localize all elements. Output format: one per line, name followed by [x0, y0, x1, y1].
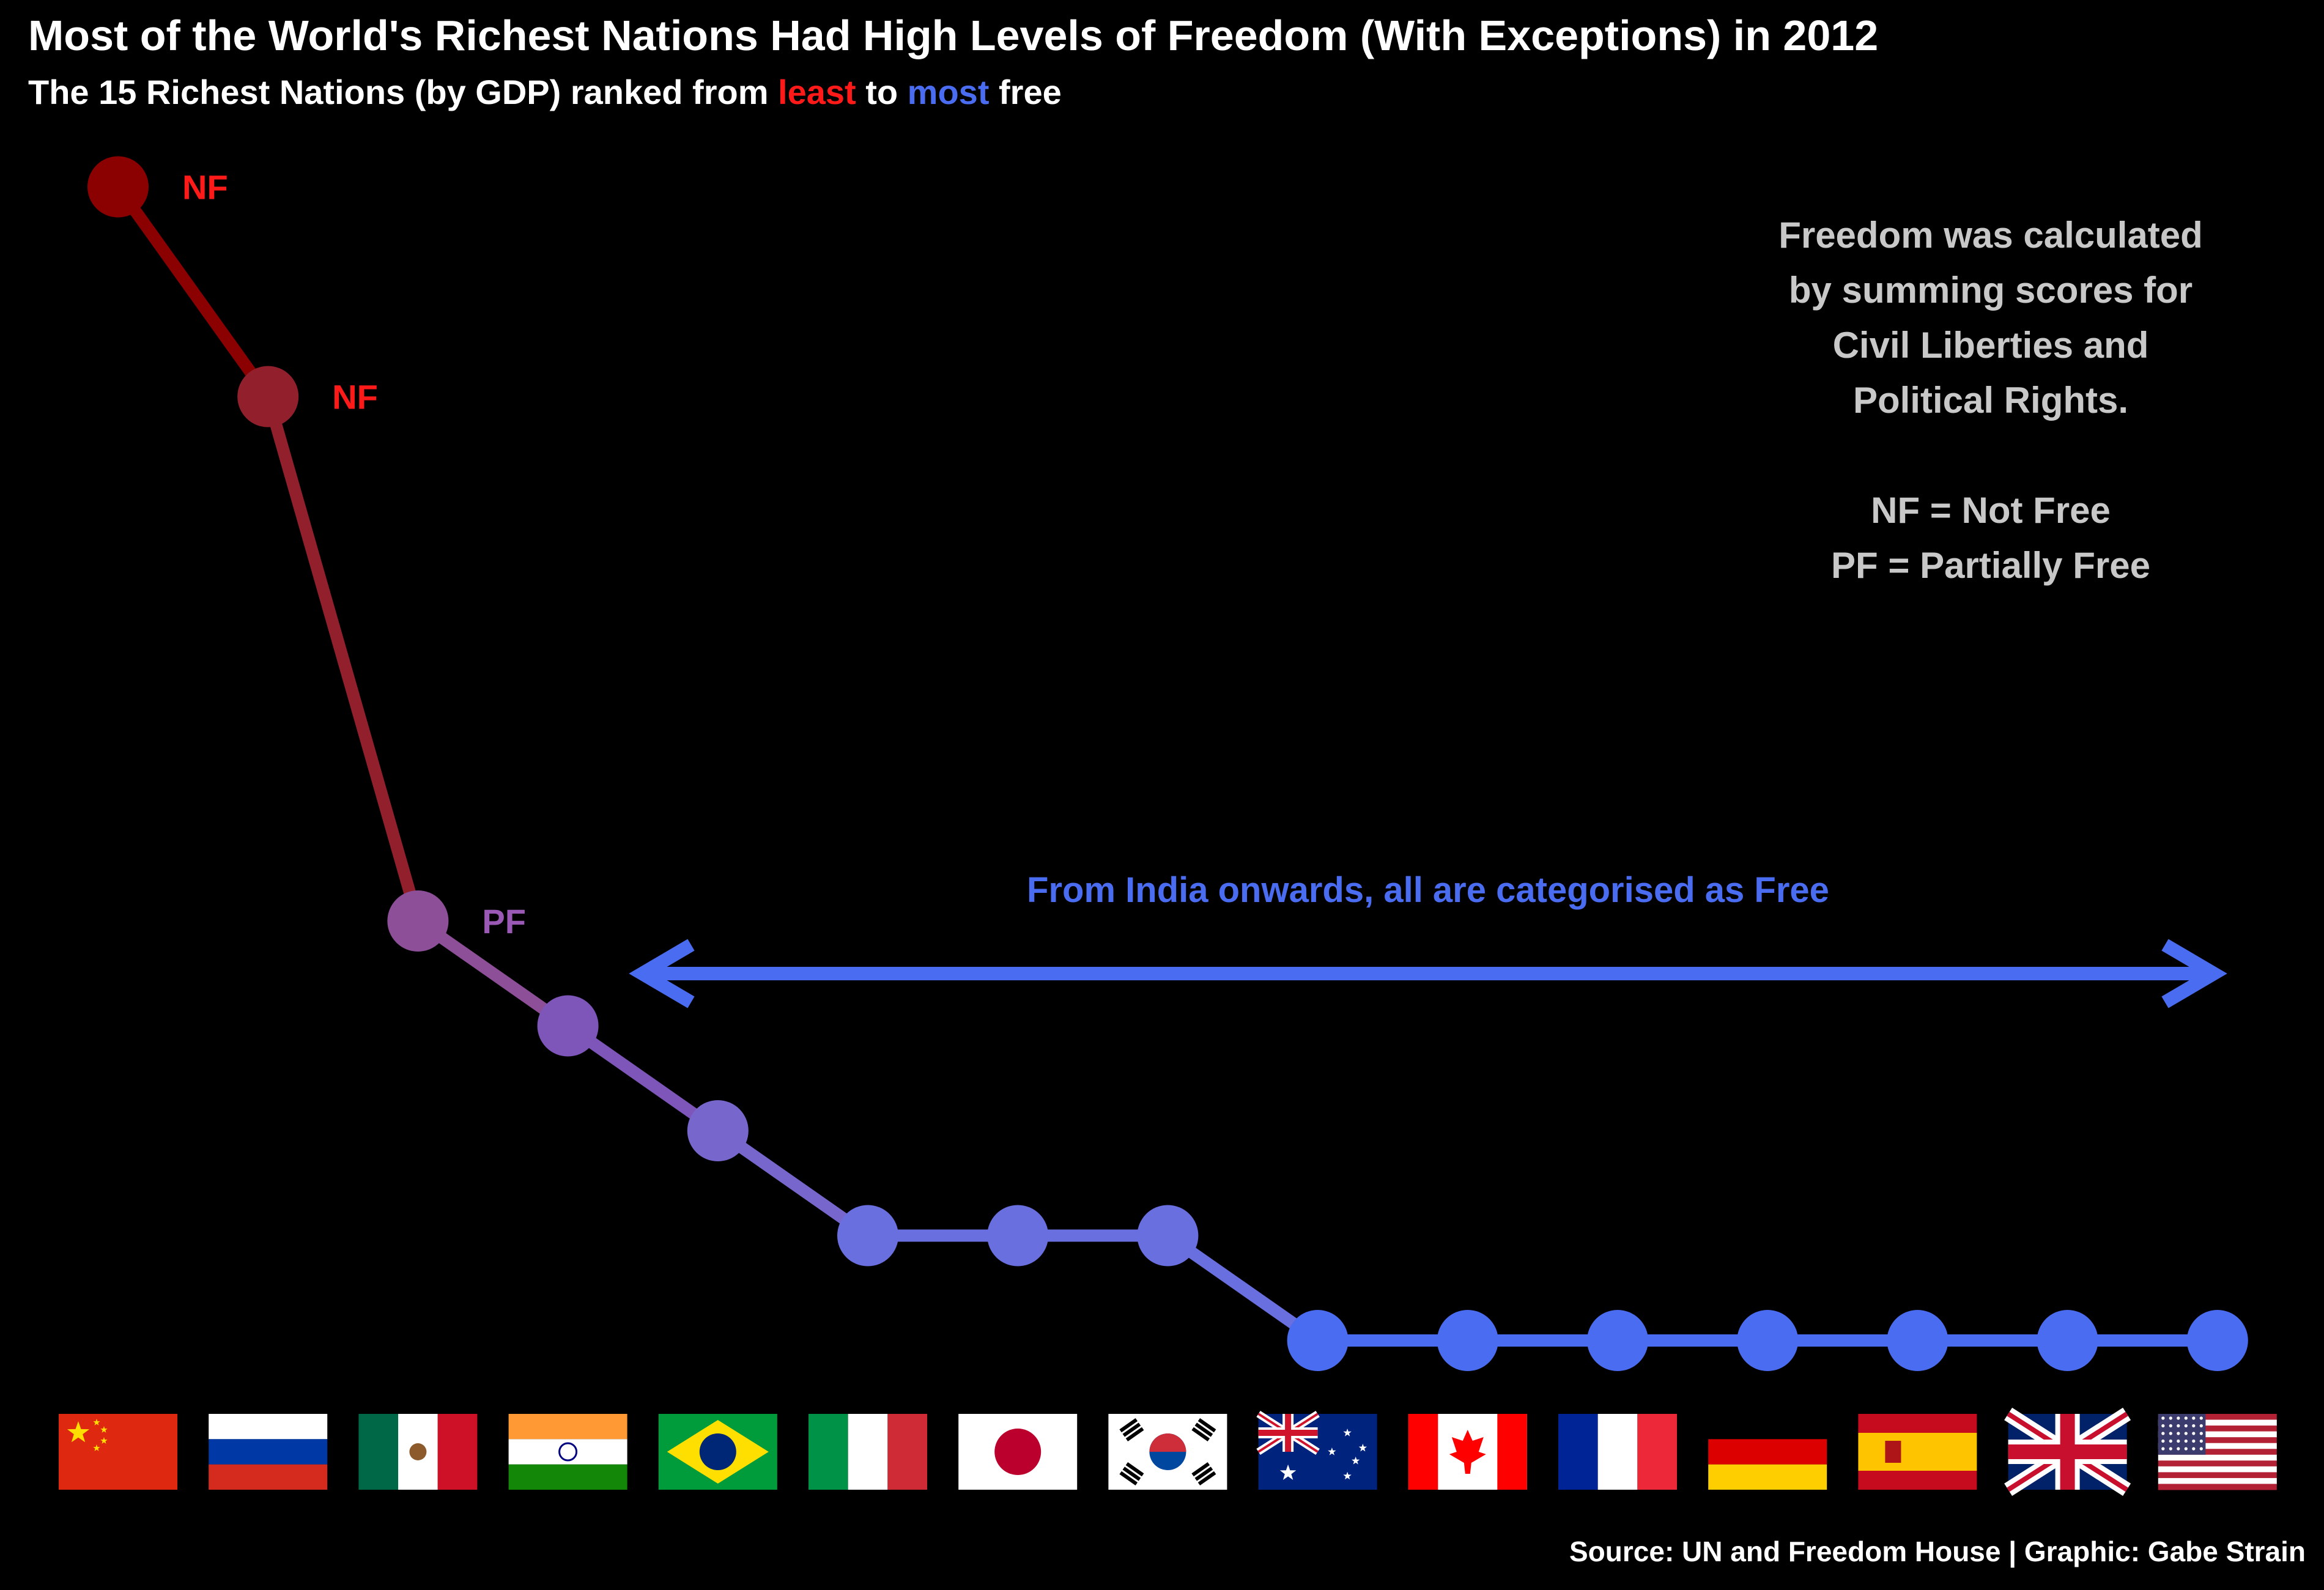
flag-canada-icon: [1408, 1414, 1527, 1490]
arrow-head-right: [2161, 939, 2227, 1008]
flag-russia-icon: [209, 1414, 328, 1490]
note-line: Freedom was calculated: [1778, 215, 2203, 256]
data-point: [1437, 1310, 1498, 1371]
flag-spain-icon: [1858, 1414, 1977, 1490]
subtitle-pre: The 15 Richest Nations (by GDP) ranked f…: [28, 73, 779, 111]
flag-japan-icon: [958, 1414, 1078, 1490]
data-point: [387, 890, 449, 952]
flag-germany-icon: [1708, 1414, 1827, 1490]
note-line: NF = Not Free: [1871, 490, 2111, 531]
status-label: NF: [332, 378, 378, 416]
methodology-note: Freedom was calculated by summing scores…: [1700, 208, 2281, 593]
data-point: [87, 156, 149, 218]
data-point: [1887, 1310, 1948, 1371]
subtitle-mid: to: [856, 73, 908, 111]
flag-south-korea-icon: [1108, 1414, 1227, 1490]
status-label: NF: [182, 168, 228, 207]
data-point: [1737, 1310, 1799, 1371]
data-point: [837, 1205, 898, 1266]
note-line: PF = Partially Free: [1831, 545, 2150, 586]
source-credit: Source: UN and Freedom House | Graphic: …: [1569, 1536, 2306, 1567]
subtitle-post: free: [989, 73, 1062, 111]
data-point: [237, 366, 299, 427]
data-point: [987, 1205, 1049, 1266]
arrow-head-left: [629, 939, 695, 1008]
flag-china-icon: [59, 1414, 177, 1490]
subtitle-least: least: [778, 73, 856, 111]
data-point: [537, 995, 599, 1057]
data-point: [1287, 1310, 1349, 1371]
chart-subtitle: The 15 Richest Nations (by GDP) ranked f…: [28, 72, 1062, 112]
series-segment: [262, 390, 424, 927]
data-point: [1137, 1205, 1199, 1266]
note-line: by summing scores for: [1788, 270, 2193, 311]
flag-united-states-icon: [2158, 1414, 2277, 1490]
series-segment: [112, 180, 275, 403]
free-annotation-label: From India onwards, all are categorised …: [1027, 870, 1829, 910]
flag-france-icon: [1558, 1414, 1677, 1490]
flag-india-icon: [508, 1414, 627, 1490]
chart-title: Most of the World's Richest Nations Had …: [28, 12, 1879, 59]
flag-mexico-icon: [358, 1414, 478, 1490]
status-label: PF: [482, 902, 526, 941]
note-line: Political Rights.: [1852, 380, 2129, 421]
flag-united-kingdom-icon: [2004, 1407, 2131, 1496]
subtitle-most: most: [907, 73, 990, 111]
data-point: [687, 1100, 749, 1161]
data-point: [1587, 1310, 1648, 1371]
flag-brazil-icon: [658, 1414, 777, 1490]
flag-australia-icon: [1256, 1410, 1377, 1490]
data-point: [2186, 1310, 2248, 1371]
flag-italy-icon: [809, 1414, 927, 1490]
free-range-arrow: [629, 939, 2227, 1008]
note-line: Civil Liberties and: [1832, 325, 2149, 366]
data-point: [2037, 1310, 2098, 1371]
